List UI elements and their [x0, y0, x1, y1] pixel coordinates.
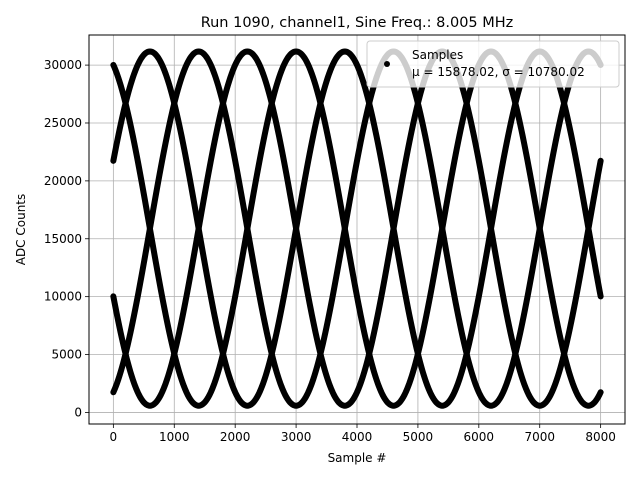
x-axis-label: Sample # — [328, 451, 387, 465]
data-layer — [110, 48, 604, 409]
legend-entry-stats: μ = 15878.02, σ = 10780.02 — [412, 65, 585, 79]
y-tick-label: 25000 — [44, 116, 82, 130]
y-tick-label: 10000 — [44, 290, 82, 304]
legend: Samples μ = 15878.02, σ = 10780.02 — [366, 40, 620, 88]
y-tick-label: 30000 — [44, 58, 82, 72]
x-tick-label: 1000 — [159, 430, 190, 444]
chart-title: Run 1090, channel1, Sine Freq.: 8.005 MH… — [201, 15, 514, 31]
x-tick-label: 2000 — [220, 430, 251, 444]
y-tick-label: 20000 — [44, 174, 82, 188]
y-axis-label: ADC Counts — [14, 194, 28, 266]
y-tick-label: 0 — [74, 405, 82, 419]
x-tick-label: 7000 — [524, 430, 555, 444]
x-tick-label: 8000 — [585, 430, 616, 444]
x-tick-label: 4000 — [342, 430, 373, 444]
sample-trace — [110, 48, 604, 409]
x-tick-label: 6000 — [464, 430, 495, 444]
legend-entry-name: Samples — [412, 48, 463, 62]
sample-trace — [110, 48, 604, 409]
legend-marker — [384, 61, 390, 67]
ticks: 0 1000 2000 3000 4000 5000 6000 7000 8000 0 5000 10… — [44, 58, 616, 444]
x-tick-label: 5000 — [403, 430, 434, 444]
grid — [89, 35, 625, 424]
x-tick-label: 3000 — [281, 430, 312, 444]
y-tick-label: 15000 — [44, 232, 82, 246]
sample-trace — [110, 48, 604, 409]
y-tick-label: 5000 — [51, 348, 82, 362]
x-tick-label: 0 — [110, 430, 118, 444]
sample-trace — [110, 48, 604, 409]
legend-box — [366, 40, 620, 88]
